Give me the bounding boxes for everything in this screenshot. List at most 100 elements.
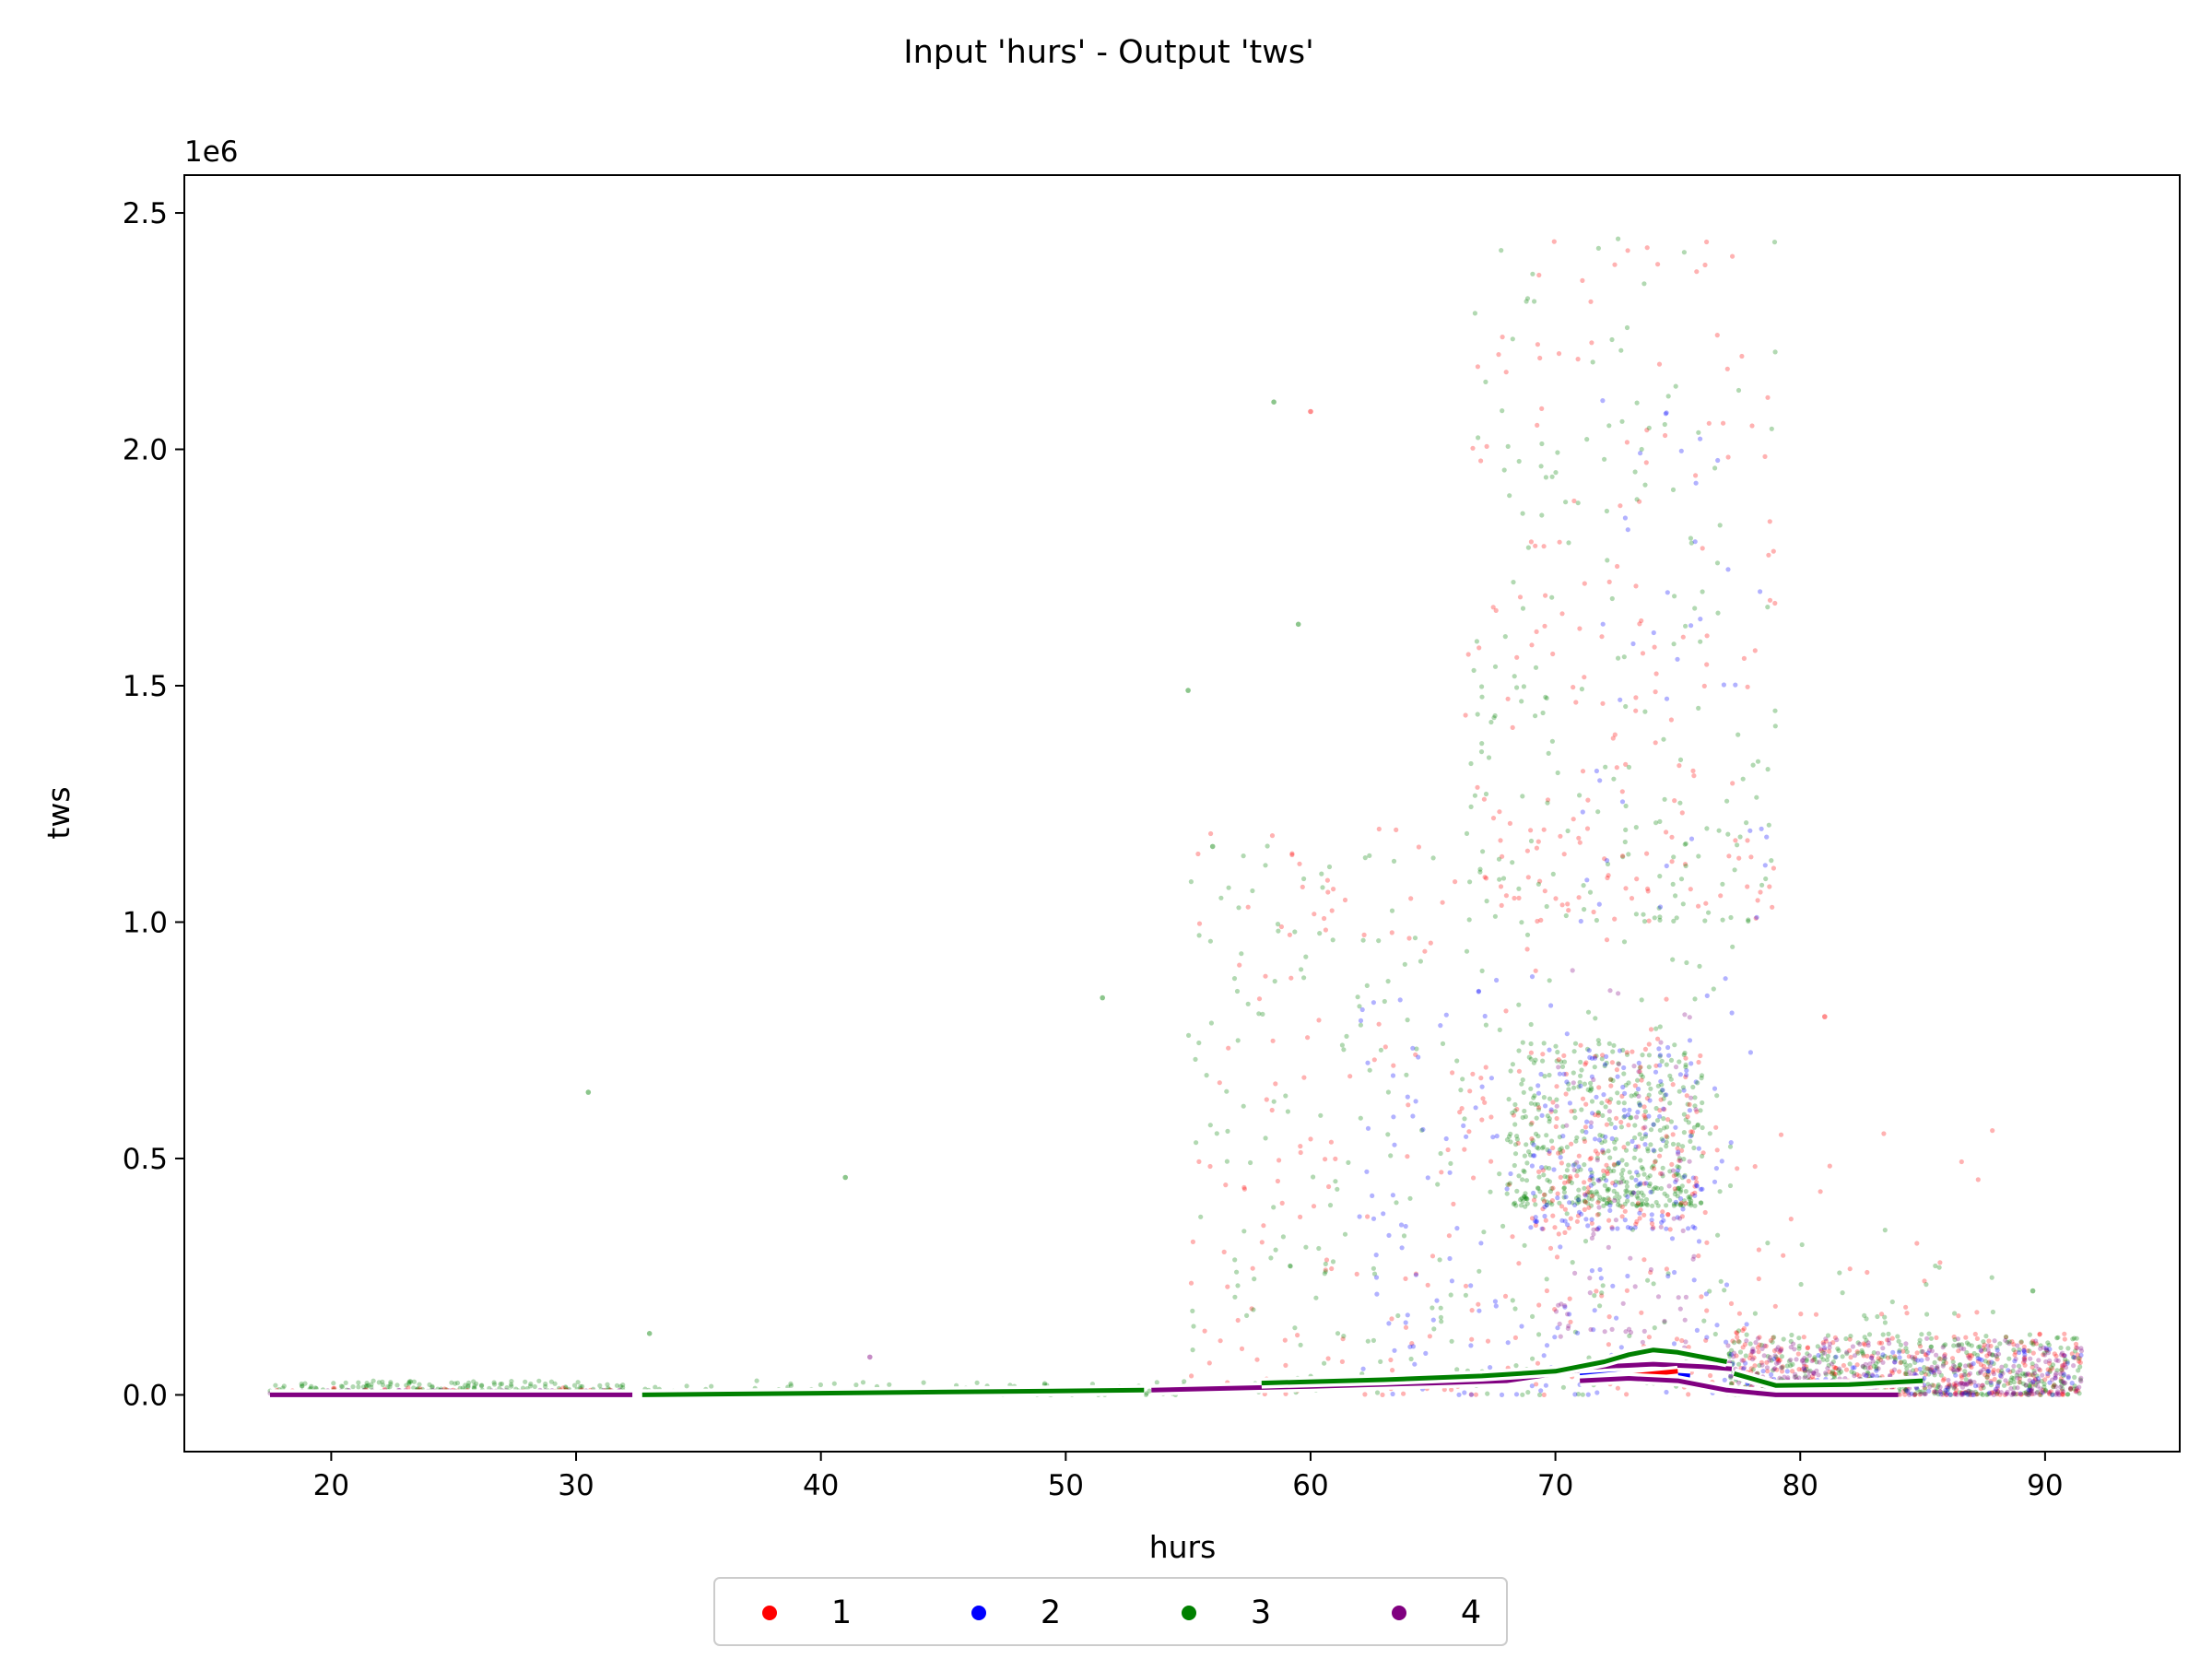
scatter-point-series-3 [1661,1116,1666,1122]
scatter-point-series-3 [1643,1201,1649,1206]
scatter-point-series-3 [1320,885,1325,890]
scatter-point-series-1 [1694,1180,1700,1185]
scatter-point-series-1 [1691,773,1697,779]
scatter-point-series-2 [1628,1225,1634,1231]
scatter-point-series-3 [2042,1387,2048,1393]
scatter-point-series-3 [1628,1115,1633,1121]
scatter-point-series-4 [2011,1390,2017,1395]
scatter-point-series-1 [1694,269,1700,275]
scatter-point-series-2 [1619,799,1626,805]
scatter-point-series-1 [1968,1381,1973,1386]
scatter-point-series-3 [369,1382,374,1387]
scatter-point-series-2 [1494,1134,1500,1139]
scatter-point-series-3 [1804,1358,1809,1364]
scatter-point-series-2 [1607,1207,1613,1213]
scatter-point-series-4 [1801,1360,1806,1366]
scatter-point-series-1 [1677,1158,1682,1163]
scatter-point-series-3 [1595,809,1601,815]
scatter-point-series-2 [1688,1061,1694,1066]
scatter-point-series-2 [1696,1239,1702,1244]
scatter-point-series-3 [1912,1391,1918,1396]
scatter-point-series-3 [2022,1371,2029,1377]
scatter-point-series-1 [1686,1392,1691,1397]
scatter-point-series-2 [1609,1226,1615,1231]
scatter-point-series-3 [1632,1123,1638,1128]
scatter-point-series-2 [1600,398,1606,404]
scatter-point-series-4 [1906,1385,1912,1391]
scatter-point-series-3 [575,1380,581,1385]
scatter-point-series-2 [1971,1360,1976,1367]
scatter-point-series-2 [1531,1190,1536,1196]
scatter-point-series-3 [1677,1165,1682,1171]
scatter-point-series-2 [1622,515,1628,521]
scatter-point-series-4 [1951,1384,1957,1390]
scatter-point-series-2 [1589,1055,1595,1061]
scatter-point-series-1 [1638,1207,1643,1213]
scatter-point-series-1 [1862,1342,1867,1347]
scatter-point-series-3 [1626,852,1631,857]
scatter-point-series-3 [1481,1230,1487,1235]
scatter-point-series-4 [1806,1373,1811,1379]
scatter-point-series-1 [2059,1388,2065,1394]
scatter-point-series-3 [1634,1183,1640,1189]
scatter-point-series-4 [1785,1375,1791,1381]
scatter-point-series-3 [1897,1347,1902,1353]
scatter-point-series-2 [1651,629,1656,636]
scatter-point-series-3 [1537,1189,1543,1194]
scatter-point-series-3 [1575,500,1581,506]
scatter-point-series-3 [479,1382,485,1388]
scatter-point-series-4 [1688,1095,1694,1100]
scatter-point-series-1 [1641,1104,1647,1110]
scatter-point-series-2 [2035,1376,2041,1382]
scatter-point-series-1 [1660,1209,1665,1215]
scatter-point-series-3 [1757,1362,1762,1369]
scatter-point-series-3 [1547,1072,1552,1078]
scatter-point-series-1 [1560,1148,1566,1154]
scatter-point-series-1 [1535,342,1540,347]
scatter-point-series-1 [1541,1392,1547,1397]
scatter-point-series-1 [1686,1345,1691,1350]
scatter-point-series-3 [1934,1389,1939,1394]
scatter-point-series-3 [1623,703,1629,710]
scatter-point-series-2 [1594,1390,1600,1395]
scatter-point-series-3 [1932,1391,1937,1396]
scatter-point-series-1 [1298,1149,1303,1156]
scatter-point-series-3 [1545,800,1550,806]
scatter-point-series-3 [1646,1065,1652,1070]
scatter-point-series-4 [1965,1381,1971,1386]
scatter-point-series-1 [1556,1057,1561,1063]
scatter-point-series-1 [1606,873,1611,878]
trend-lines [270,1344,1924,1401]
scatter-point-series-3 [1561,1194,1567,1200]
scatter-point-series-3 [1586,1195,1592,1201]
scatter-point-series-3 [1677,1088,1682,1094]
scatter-point-series-3 [1550,871,1556,877]
scatter-point-series-2 [1468,1343,1474,1348]
scatter-point-series-1 [1618,1119,1624,1125]
scatter-point-series-1 [2037,1331,2042,1336]
scatter-point-series-1 [1558,1174,1563,1180]
scatter-point-series-1 [1568,1216,1573,1221]
scatter-point-series-3 [1635,1202,1641,1207]
scatter-point-series-2 [1578,918,1583,924]
scatter-point-series-3 [1898,1342,1903,1347]
scatter-point-series-3 [543,1383,548,1389]
scatter-point-series-3 [1553,1043,1559,1049]
scatter-point-series-2 [1443,1012,1449,1018]
scatter-point-series-1 [1534,629,1539,635]
scatter-point-series-3 [1542,1074,1547,1079]
scatter-point-series-3 [1926,1331,1932,1336]
scatter-point-series-1 [1974,1392,1980,1397]
scatter-point-series-4 [1888,1372,1893,1378]
scatter-point-series-2 [1925,1350,1931,1356]
scatter-point-series-1 [1405,1154,1410,1159]
scatter-point-series-3 [1431,1326,1437,1332]
scatter-point-series-3 [1239,951,1244,957]
scatter-point-series-3 [1182,1379,1187,1384]
scatter-point-series-4 [2023,1382,2029,1388]
scatter-point-series-3 [331,1381,336,1386]
scatter-point-series-3 [1962,1369,1968,1374]
scatter-point-series-3 [1699,1076,1704,1081]
scatter-point-series-2 [1676,1149,1681,1155]
scatter-point-series-3 [338,1383,344,1389]
